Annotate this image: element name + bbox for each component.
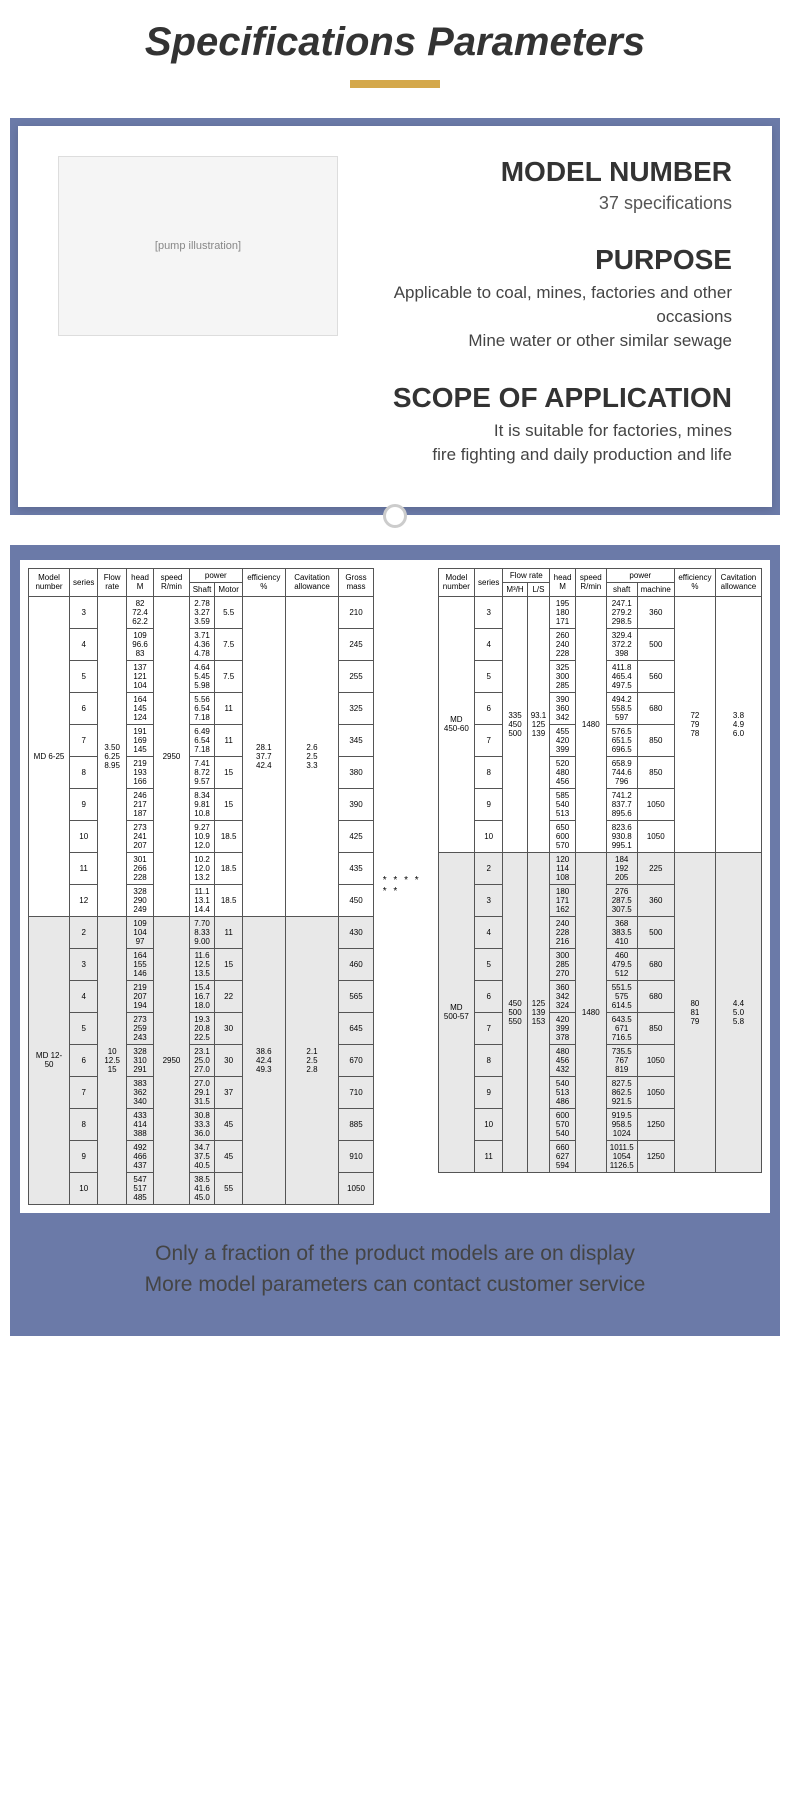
separator-dots: * * * * * * [379,875,433,897]
info-panel: [pump illustration] MODEL NUMBER 37 spec… [10,118,780,515]
info-card: [pump illustration] MODEL NUMBER 37 spec… [18,126,772,507]
connector [0,515,790,545]
spec-table-left: Model numberseriesFlow ratehead Mspeed R… [28,568,374,1205]
model-sub: 37 specifications [358,193,732,214]
purpose-heading: PURPOSE [358,244,732,276]
title-underline [350,80,440,88]
footer-note: Only a fraction of the product models ar… [20,1213,770,1316]
tables-panel: Model numberseriesFlow ratehead Mspeed R… [10,545,780,1336]
ring-icon [383,504,407,528]
scope-heading: SCOPE OF APPLICATION [358,382,732,414]
purpose-text: Applicable to coal, mines, factories and… [358,281,732,352]
page-title: Specifications Parameters [0,20,790,65]
scope-text: It is suitable for factories, mines fire… [358,419,732,467]
model-heading: MODEL NUMBER [358,156,732,188]
pump-image: [pump illustration] [58,156,338,336]
title-section: Specifications Parameters [0,0,790,118]
spec-table-right: Model numberseriesFlow ratehead Mspeed R… [438,568,762,1173]
